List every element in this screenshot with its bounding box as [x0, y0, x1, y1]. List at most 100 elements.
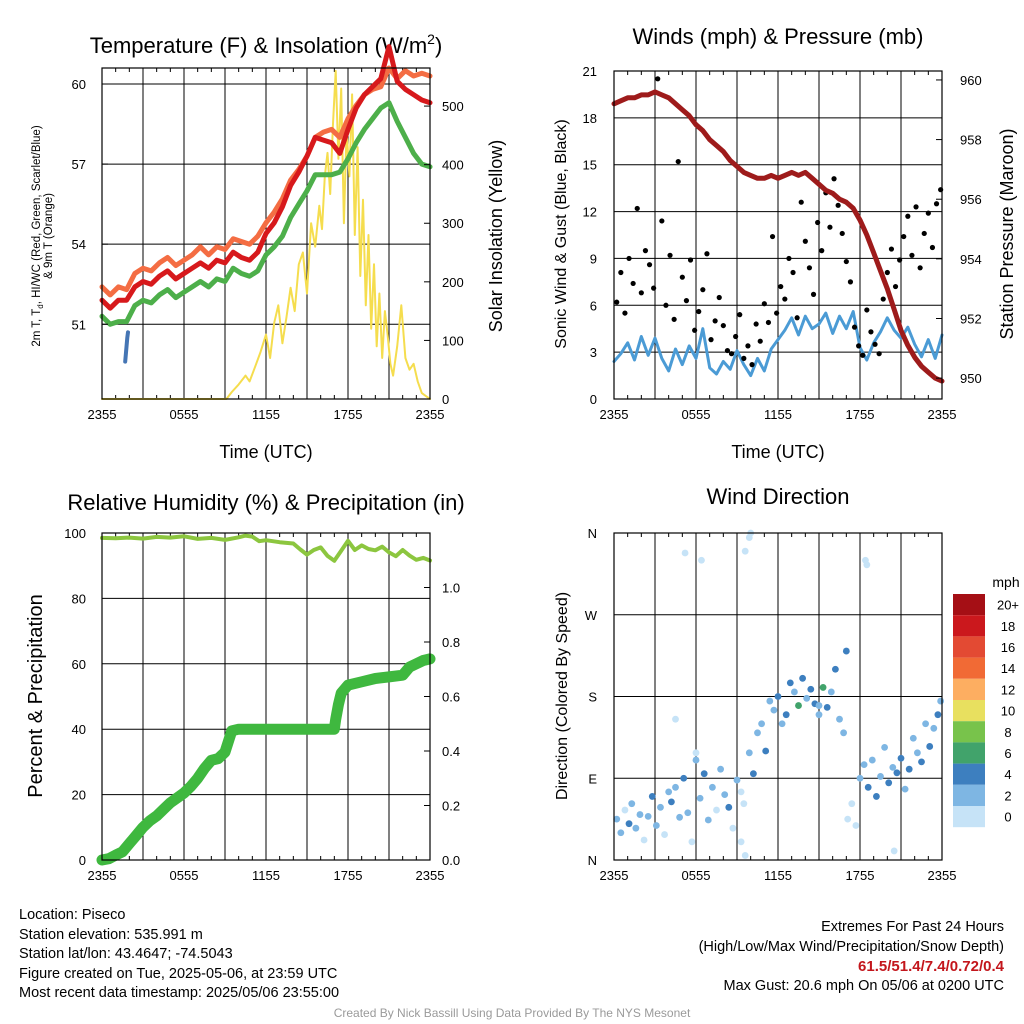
- wind-direction-panel-title: Wind Direction: [706, 484, 849, 509]
- wind-direction-point: [676, 813, 683, 821]
- extremes-title: Extremes For Past 24 Hours: [821, 919, 1004, 935]
- wind-direction-point: [632, 824, 640, 832]
- wind-direction-point: [725, 803, 733, 811]
- humidity-panel: Relative Humidity (%) & Precipitation (i…: [25, 490, 465, 883]
- legend-swatch: [953, 763, 985, 785]
- gust-point: [876, 351, 882, 357]
- wind-direction-point: [681, 549, 689, 557]
- wind-direction-point: [733, 776, 741, 784]
- direction-tick-label: E: [588, 771, 597, 786]
- left-y-tick-label: 12: [583, 205, 597, 220]
- right-y-tick-label: 0.0: [442, 853, 460, 868]
- gust-point: [790, 269, 796, 276]
- gust-point: [692, 327, 698, 333]
- left-y-tick-label: 51: [72, 317, 86, 332]
- temp-2m-line: [99, 44, 433, 311]
- wind-direction-point: [652, 822, 660, 829]
- gust-point: [679, 274, 685, 280]
- wind-direction-point: [807, 685, 815, 693]
- right-y-tick-label: 400: [442, 158, 464, 173]
- gust-point: [646, 262, 653, 268]
- heat-index-wind-chill-line: [99, 100, 433, 327]
- wind-direction-point: [823, 704, 831, 711]
- right-y-tick-label: 958: [960, 133, 982, 148]
- left-y-tick-label: 21: [583, 64, 597, 79]
- gust-point: [929, 244, 936, 251]
- legend-label: 6: [1004, 746, 1011, 761]
- right-y-tick-label: 300: [442, 216, 464, 231]
- wind-direction-point: [713, 806, 720, 814]
- x-tick-label: 0555: [682, 407, 711, 422]
- wind-direction-point: [684, 809, 692, 817]
- wind-direction-point: [848, 800, 856, 808]
- legend-swatch: [953, 615, 985, 637]
- wind-direction-point: [721, 791, 729, 798]
- wind-direction-y-axis-label: Direction (Colored By Speed): [554, 592, 571, 800]
- temperature-x-axis-label: Time (UTC): [219, 442, 312, 462]
- wind-direction-point: [819, 684, 827, 691]
- wind-direction-point: [766, 697, 774, 705]
- gust-point: [626, 255, 632, 262]
- gust-point: [798, 199, 804, 205]
- gust-point: [884, 269, 890, 276]
- gust-point: [745, 343, 751, 349]
- precipitation-line: [96, 653, 436, 866]
- gust-point: [847, 279, 854, 285]
- wind-direction-point: [864, 783, 872, 791]
- legend-swatch: [953, 657, 985, 679]
- winds-x-axis-label: Time (UTC): [731, 442, 824, 462]
- humidity-plot-area: 0 20 40 60 80 100 0.0 0.2 0.4 0.6 0.8 1.0 2355 0555 11…: [64, 526, 460, 883]
- gust-point: [757, 338, 763, 344]
- left-y-tick-label: 3: [590, 345, 597, 360]
- extremes-subtitle: (High/Low/Max Wind/Precipitation/Snow De…: [698, 938, 1004, 955]
- gust-point: [749, 362, 755, 368]
- gust-point: [778, 283, 784, 290]
- wind-direction-point: [860, 761, 868, 769]
- gust-point: [769, 233, 776, 240]
- gust-point: [667, 252, 673, 258]
- legend-label: 14: [1001, 661, 1015, 676]
- gust-point: [651, 285, 657, 291]
- wind-direction-point: [881, 743, 888, 751]
- legend-label: 16: [1001, 640, 1015, 655]
- wind-direction-point: [640, 836, 648, 844]
- station-info: Location: Piseco Station elevation: 535.…: [19, 906, 339, 1004]
- max-gust: Max Gust: 20.6 mph On 05/06 at 0200 UTC: [723, 977, 1004, 994]
- right-y-tick-label: 200: [442, 275, 464, 290]
- gust-point: [728, 351, 735, 357]
- humidity-panel-title: Relative Humidity (%) & Precipitation (i…: [67, 490, 464, 515]
- left-y-tick-label: 20: [72, 788, 86, 803]
- gust-point: [765, 319, 772, 326]
- gust-point: [868, 329, 874, 335]
- wind-direction-point: [737, 838, 745, 846]
- relative-humidity-line: [100, 533, 432, 563]
- station-location: Location: Piseco: [19, 907, 126, 923]
- wind-direction-point: [897, 754, 905, 762]
- wind-direction-point: [778, 720, 786, 728]
- wind-direction-point: [856, 774, 864, 782]
- left-y-tick-label: 100: [64, 526, 86, 541]
- plot-frame: [101, 532, 431, 861]
- wind-direction-point: [740, 800, 748, 808]
- wind-direction-point: [621, 806, 629, 814]
- wind-direction-point: [786, 679, 794, 687]
- plot-frame: [613, 532, 943, 861]
- most-recent-timestamp: Most recent data timestamp: 2025/05/06 2…: [19, 985, 340, 1001]
- wind-direction-point: [737, 788, 745, 796]
- right-y-tick-label: 0.6: [442, 690, 460, 705]
- gust-point: [851, 324, 858, 330]
- wind-direction-point: [644, 813, 652, 820]
- wind-direction-point: [672, 715, 679, 723]
- wind-direction-point: [885, 779, 893, 787]
- gust-point: [897, 257, 903, 263]
- temperature-plot-area: 51 54 57 60 0 100 200 300 400 500 2355 0555 1155 1755…: [72, 44, 464, 422]
- gust-point: [716, 294, 722, 301]
- legend-swatch: [953, 678, 985, 700]
- gust-point: [917, 265, 923, 271]
- wind-direction-point: [672, 783, 679, 791]
- gust-point: [806, 265, 813, 271]
- gust-point: [724, 347, 731, 354]
- gust-point: [708, 337, 714, 343]
